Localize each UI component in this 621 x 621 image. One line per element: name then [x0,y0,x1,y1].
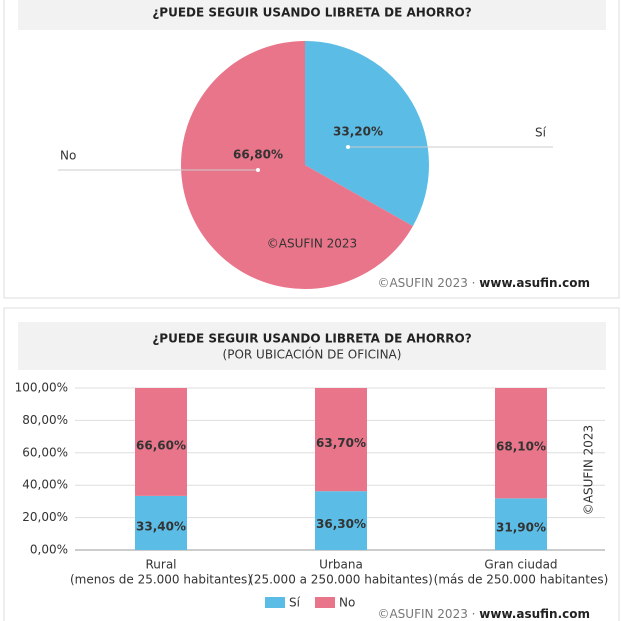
panel [3,307,620,621]
x-tick-label: Urbana [319,558,363,572]
x-tick-note: (25.000 a 250.000 habitantes) [249,573,433,587]
data-label: 63,70% [316,436,366,450]
bar-segment [495,498,547,550]
legend-label: Sí [289,596,301,610]
watermark: ©ASUFIN 2023 [267,237,357,251]
pie-slice [180,41,413,289]
legend-swatch [265,597,285,608]
y-tick-label: 0,00% [30,543,68,557]
data-label: 31,90% [496,521,546,535]
chart-title: ¿PUEDE SEGUIR USANDO LIBRETA DE AHORRO? [152,332,471,346]
leader-dot [256,168,260,172]
source: ©ASUFIN 2023 · www.asufin.com [377,607,590,621]
y-tick-label: 40,00% [22,478,68,492]
x-tick-label: Rural [145,558,176,572]
bar-segment [135,495,187,550]
bar-segment [135,388,187,496]
y-tick-label: 80,00% [22,413,68,427]
chart-title: ¿PUEDE SEGUIR USANDO LIBRETA DE AHORRO? [152,6,471,20]
data-label: 66,80% [233,148,283,162]
source: ©ASUFIN 2023 · www.asufin.com [377,276,590,290]
data-label: 33,20% [333,125,383,139]
legend-swatch [315,597,335,608]
leader-dot [346,145,350,149]
data-label: 36,30% [316,517,366,531]
title-bar [18,322,606,370]
legend-label: No [339,596,355,610]
bar-segment [315,491,367,550]
y-tick-label: 100,00% [15,381,68,395]
data-label: 66,60% [136,438,186,452]
x-tick-note: (menos de 25.000 habitantes) [70,573,252,587]
category-label: Sí [535,126,547,140]
pie-slice [305,41,429,227]
category-label: No [60,149,76,163]
data-label: 68,10% [496,440,546,454]
y-tick-label: 20,00% [22,510,68,524]
y-tick-label: 60,00% [22,445,68,459]
x-tick-label: Gran ciudad [484,558,557,572]
panel [3,0,620,299]
title-bar [18,0,606,30]
chart-subtitle: (POR UBICACIÓN DE OFICINA) [223,347,402,362]
watermark: ©ASUFIN 2023 [582,425,596,515]
x-tick-note: (más de 250.000 habitantes) [434,573,609,587]
data-label: 33,40% [136,519,186,533]
bar-segment [495,388,547,499]
bar-segment [315,388,367,492]
